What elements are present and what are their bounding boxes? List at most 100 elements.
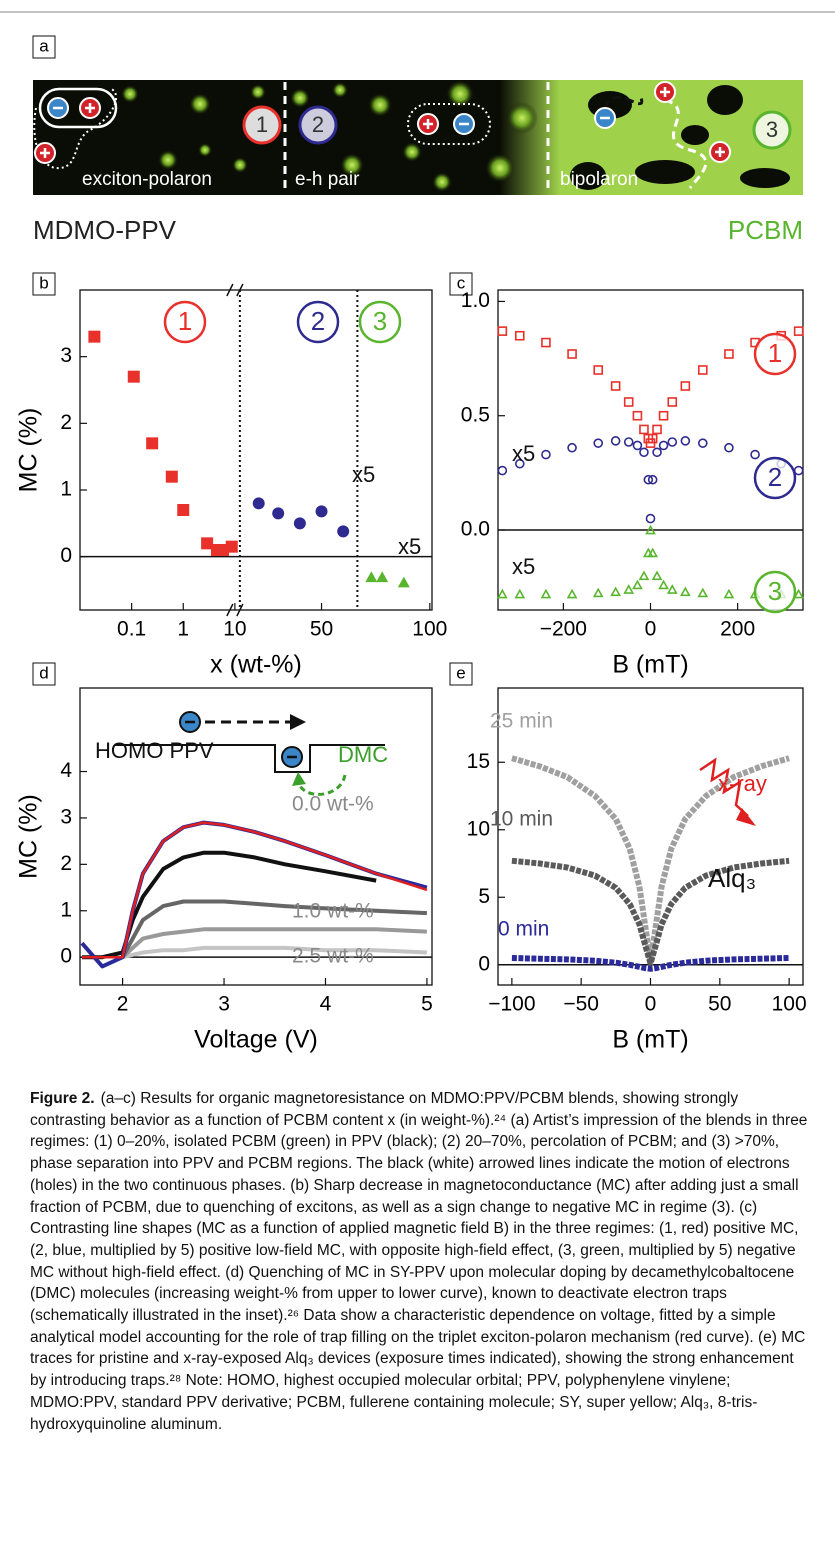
series-label-ring bbox=[358, 300, 402, 344]
series-label: 0.0 wt-% bbox=[292, 793, 374, 816]
marker bbox=[497, 465, 508, 476]
annotation: x5 bbox=[512, 441, 535, 466]
marker bbox=[177, 504, 190, 516]
series-label: 0 min bbox=[498, 918, 549, 941]
series-label-ring bbox=[753, 570, 797, 614]
hole bbox=[418, 114, 438, 134]
plot-frame bbox=[79, 289, 433, 611]
x-tick-label: 4 bbox=[320, 993, 332, 1016]
marker bbox=[679, 586, 691, 597]
marker bbox=[652, 447, 662, 458]
y-tick-label: 0.5 bbox=[461, 403, 490, 426]
marker bbox=[88, 330, 101, 343]
marker bbox=[252, 497, 265, 510]
marker bbox=[567, 442, 577, 453]
marker bbox=[610, 436, 621, 446]
x-tick-label: 3 bbox=[218, 993, 230, 1016]
marker bbox=[623, 397, 634, 407]
series-label-ring bbox=[296, 300, 340, 344]
hole bbox=[710, 142, 730, 162]
marker bbox=[165, 470, 178, 483]
marker bbox=[376, 571, 389, 583]
marker bbox=[645, 524, 656, 535]
marker bbox=[658, 440, 669, 451]
series-label: 25 min bbox=[490, 710, 553, 733]
y-axis-label: MC (%) bbox=[15, 408, 43, 493]
series-label: 2 bbox=[768, 462, 782, 492]
arrow-head bbox=[292, 772, 306, 786]
series-label-ring bbox=[753, 332, 797, 376]
regime-label: e-h pair bbox=[295, 169, 360, 190]
x-tick-label: 0 bbox=[645, 993, 657, 1016]
x-axis-label: Voltage (V) bbox=[194, 1026, 318, 1054]
panel-a-image: 1 2 3 exciton-polaron e-h pair bipolaron bbox=[33, 80, 803, 195]
marker bbox=[610, 381, 621, 391]
electron bbox=[180, 712, 200, 732]
marker bbox=[647, 547, 659, 558]
pcbm-dots bbox=[121, 80, 538, 192]
regime-number: 1 bbox=[256, 112, 268, 137]
regime-marker bbox=[242, 105, 282, 145]
x-tick-label: 200 bbox=[720, 618, 755, 641]
y-tick-label: 3 bbox=[60, 805, 72, 828]
series-label: 1.0 wt-% bbox=[292, 900, 374, 923]
x-tick-label: 50 bbox=[310, 618, 333, 641]
marker bbox=[793, 465, 804, 476]
x-tick-label: 2 bbox=[117, 993, 129, 1016]
marker bbox=[651, 570, 663, 581]
marker bbox=[397, 576, 410, 588]
hole bbox=[35, 143, 55, 163]
panel-label-box bbox=[32, 662, 56, 686]
y-axis-label: MC (%) bbox=[15, 794, 43, 879]
figure: 1 2 3 exciton-polaron e-h pair bipolaron… bbox=[0, 11, 835, 1054]
x-tick-label: 0.1 bbox=[117, 618, 146, 641]
marker bbox=[652, 424, 662, 435]
panel-label: b bbox=[39, 273, 48, 292]
marker bbox=[697, 587, 709, 598]
marker bbox=[643, 474, 654, 485]
marker bbox=[365, 571, 378, 583]
marker bbox=[793, 588, 805, 599]
marker bbox=[514, 458, 525, 469]
marker bbox=[146, 437, 159, 450]
dot bbox=[232, 157, 248, 173]
marker bbox=[514, 588, 526, 599]
marker bbox=[337, 525, 350, 538]
hole bbox=[655, 82, 675, 102]
y-tick-label: 5 bbox=[478, 885, 490, 908]
y-tick-label: 15 bbox=[467, 750, 490, 773]
series-label-ring bbox=[163, 300, 207, 344]
regime-label: exciton-polaron bbox=[82, 169, 212, 190]
dot bbox=[485, 153, 515, 183]
x-tick-label: 50 bbox=[708, 993, 731, 1016]
hole bbox=[681, 125, 709, 145]
panel-label: d bbox=[39, 663, 48, 682]
arrow-head bbox=[290, 714, 306, 730]
marker bbox=[315, 505, 328, 518]
electron bbox=[595, 108, 615, 128]
marker bbox=[724, 349, 734, 359]
marker bbox=[293, 517, 306, 530]
hole bbox=[570, 162, 606, 190]
x-tick-label: 5 bbox=[421, 993, 433, 1016]
trap-inset bbox=[115, 712, 385, 796]
trapped-electron bbox=[282, 747, 302, 767]
marker bbox=[658, 410, 669, 421]
x-tick-label: −50 bbox=[563, 993, 599, 1016]
y-tick-label: 4 bbox=[60, 759, 72, 782]
homo-level bbox=[115, 744, 385, 773]
x-axis-label: B (mT) bbox=[612, 651, 688, 679]
panel-label-box bbox=[32, 35, 56, 59]
material-label: PCBM bbox=[728, 215, 803, 245]
material-label: MDMO-PPV bbox=[33, 215, 177, 245]
marker bbox=[225, 540, 238, 553]
series-label: 3 bbox=[768, 576, 782, 606]
x-tick-label: 10 bbox=[223, 618, 246, 641]
marker bbox=[593, 438, 604, 448]
marker bbox=[639, 447, 649, 458]
marker bbox=[541, 337, 551, 348]
annotation: x5 bbox=[512, 554, 535, 579]
y-tick-label: 3 bbox=[60, 344, 72, 367]
panel-label-box bbox=[32, 272, 56, 296]
